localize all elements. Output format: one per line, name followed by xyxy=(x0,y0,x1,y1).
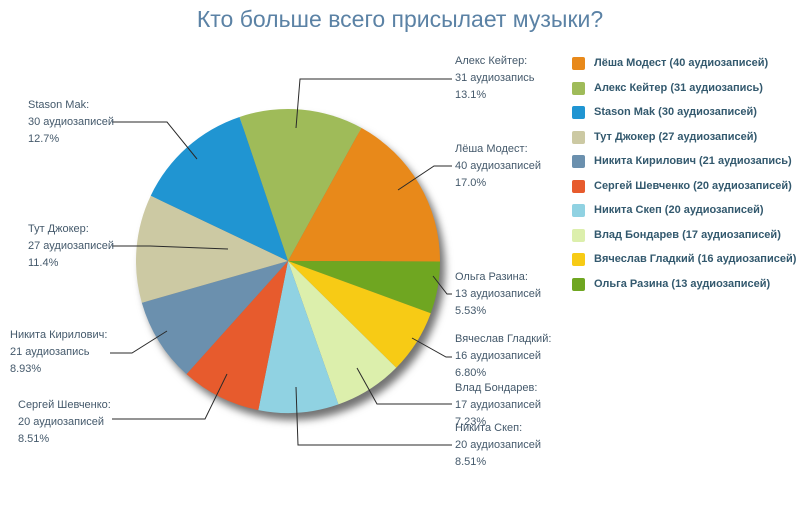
leader-line xyxy=(295,386,452,446)
callout-name: Сергей Шевченко: xyxy=(18,399,111,411)
callout-value: 20 аудиозаписей xyxy=(18,416,105,428)
callout-label: Влад Бондарев: 17 аудиозаписей 7.23% xyxy=(455,380,541,431)
legend-label: Сергей Шевченко (20 аудиозаписей) xyxy=(594,179,792,192)
legend-swatch xyxy=(572,106,585,119)
legend-item: Никита Скеп (20 аудиозаписей) xyxy=(572,204,796,217)
legend-label: Тут Джокер (27 аудиозаписей) xyxy=(594,130,758,143)
callout-value: 40 аудиозаписей xyxy=(455,160,542,172)
callout-name: Влад Бондарев: xyxy=(455,382,538,394)
callout-percent: 17.0% xyxy=(455,177,487,189)
callout-label: Тут Джокер: 27 аудиозаписей 11.4% xyxy=(28,221,114,272)
leader-line xyxy=(295,78,452,129)
pie-slice xyxy=(288,261,440,314)
legend-item: Лёша Модест (40 аудиозаписей) xyxy=(572,57,796,70)
leader-line xyxy=(411,337,452,358)
callout-percent: 6.80% xyxy=(455,367,487,379)
callout-percent: 7.23% xyxy=(455,416,487,428)
legend-item: Никита Кирилович (21 аудиозапись) xyxy=(572,155,796,168)
callout-name: Ольга Разина: xyxy=(455,271,528,283)
callout-value: 30 аудиозаписей xyxy=(28,116,115,128)
pie-slice xyxy=(288,127,441,262)
legend-item: Влад Бондарев (17 аудиозаписей) xyxy=(572,228,796,242)
callout-value: 17 аудиозаписей xyxy=(455,399,542,411)
callout-percent: 11.4% xyxy=(28,257,59,269)
leader-line xyxy=(110,330,168,354)
legend-label: Никита Скеп (20 аудиозаписей) xyxy=(594,204,764,216)
callout-label: Ольга Разина: 13 аудиозаписей 5.53% xyxy=(455,269,541,320)
callout-percent: 8.51% xyxy=(455,456,487,468)
legend-label: Лёша Модест (40 аудиозаписей) xyxy=(594,57,769,69)
chart-title: Кто больше всего присылает музыки? xyxy=(196,6,604,32)
callout-label: Никита Кирилович: 21 аудиозапись 8.93% xyxy=(10,327,107,378)
callout-name: Никита Кирилович: xyxy=(10,329,108,341)
callout-percent: 12.7% xyxy=(28,133,60,145)
callout-percent: 5.53% xyxy=(455,305,487,317)
callout-name: Тут Джокер: xyxy=(28,223,89,235)
leader-line xyxy=(112,373,228,420)
legend-item: Stason Mak (30 аудиозаписей) xyxy=(572,106,796,119)
callout-label: Сергей Шевченко: 20 аудиозаписей 8.51% xyxy=(18,397,111,448)
leader-line xyxy=(356,367,452,405)
pie-slices xyxy=(136,109,441,414)
callout-percent: 8.93% xyxy=(10,363,42,375)
callout-name: Вячеслав Гладкий: xyxy=(455,333,552,345)
pie-slice xyxy=(136,195,288,303)
callout-name: Stason Mak: xyxy=(28,99,90,111)
pie-slice xyxy=(239,109,362,261)
legend-swatch xyxy=(572,277,585,291)
legend-item: Вячеслав Гладкий (16 аудиозаписей) xyxy=(572,253,796,266)
legend-label: Ольга Разина (13 аудиозаписей) xyxy=(594,277,771,290)
leader-line xyxy=(112,121,198,160)
pie-slice xyxy=(186,261,288,411)
callout-value: 13 аудиозаписей xyxy=(455,288,542,300)
callout-name: Никита Скеп: xyxy=(455,422,523,434)
legend-swatch xyxy=(572,155,585,168)
legend-swatch xyxy=(572,204,585,217)
pie-slice xyxy=(141,261,288,375)
legend-swatch xyxy=(572,253,585,266)
pie-slice xyxy=(288,261,431,368)
pie-slice xyxy=(288,261,397,405)
leader-line xyxy=(397,165,452,191)
legend-item: Ольга Разина (13 аудиозаписей) xyxy=(572,277,796,291)
callout-percent: 13.1% xyxy=(455,89,487,101)
leader-lines xyxy=(110,78,452,446)
callout-value: 16 аудиозаписей xyxy=(455,350,542,362)
callout-label: Вячеслав Гладкий: 16 аудиозаписей 6.80% xyxy=(455,331,551,382)
callout-label: Алекс Кейтер: 31 аудиозапись 13.1% xyxy=(455,53,534,104)
legend-item: Тут Джокер (27 аудиозаписей) xyxy=(572,130,796,144)
callout-value: 27 аудиозаписей xyxy=(28,240,115,252)
callout-value: 31 аудиозапись xyxy=(455,72,535,84)
legend-label: Никита Кирилович (21 аудиозапись) xyxy=(594,155,792,167)
legend-label: Stason Mak (30 аудиозаписей) xyxy=(594,106,757,118)
callout-label: Stason Mak: 30 аудиозаписей 12.7% xyxy=(28,97,114,148)
legend: Лёша Модест (40 аудиозаписей) Алекс Кейте… xyxy=(572,57,796,302)
leader-line xyxy=(112,245,229,250)
legend-swatch xyxy=(572,57,585,70)
callout-value: 20 аудиозаписей xyxy=(455,439,542,451)
legend-item: Сергей Шевченко (20 аудиозаписей) xyxy=(572,179,796,193)
callout-percent: 8.51% xyxy=(18,433,50,445)
legend-swatch xyxy=(572,81,585,95)
callout-label: Лёша Модест: 40 аудиозаписей 17.0% xyxy=(455,141,541,192)
legend-item: Алекс Кейтер (31 аудиозапись) xyxy=(572,81,796,95)
callout-name: Лёша Модест: xyxy=(455,143,528,155)
legend-label: Влад Бондарев (17 аудиозаписей) xyxy=(594,228,781,241)
pie-slice xyxy=(150,116,288,261)
legend-swatch xyxy=(572,130,585,144)
legend-swatch xyxy=(572,228,585,242)
pie-slice xyxy=(258,261,339,414)
legend-label: Алекс Кейтер (31 аудиозапись) xyxy=(594,81,763,94)
leader-line xyxy=(432,275,452,295)
legend-swatch xyxy=(572,179,585,193)
callout-name: Алекс Кейтер: xyxy=(455,55,528,67)
callout-label: Никита Скеп: 20 аудиозаписей 8.51% xyxy=(455,420,541,471)
callout-value: 21 аудиозапись xyxy=(10,346,90,358)
legend-label: Вячеслав Гладкий (16 аудиозаписей) xyxy=(594,253,797,265)
